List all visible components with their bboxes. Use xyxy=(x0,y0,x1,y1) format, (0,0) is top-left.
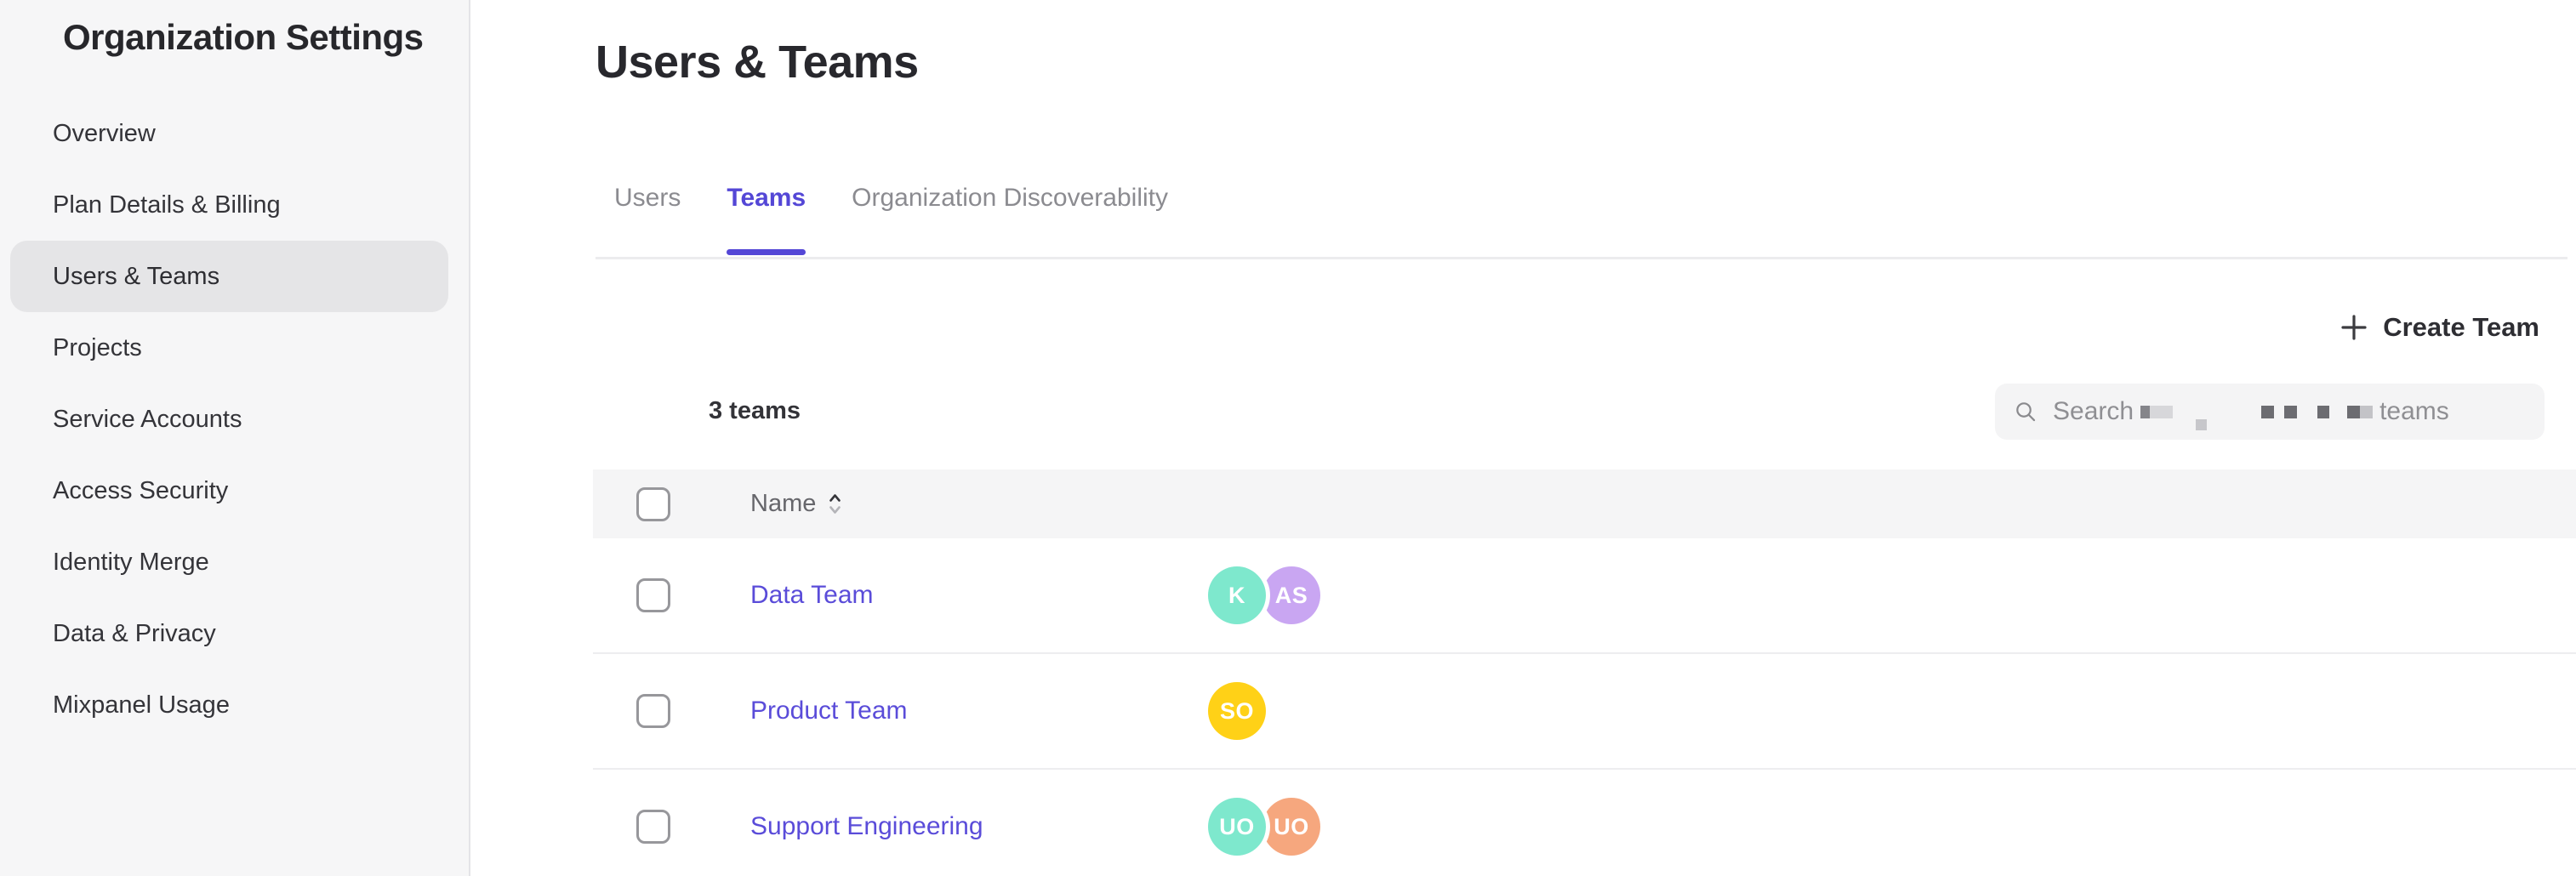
sort-icon xyxy=(829,494,841,514)
team-name-link[interactable]: Support Engineering xyxy=(750,812,983,840)
search-placeholder-prefix: Search xyxy=(2053,397,2134,425)
column-header-name-label: Name xyxy=(750,490,817,517)
plus-icon xyxy=(2341,315,2367,340)
table-row: Product Team SO xyxy=(593,654,2576,770)
redacted-block xyxy=(2347,405,2361,418)
avatar-stack: K AS xyxy=(1208,566,1327,624)
team-name-link[interactable]: Product Team xyxy=(750,697,908,725)
sidebar-item-label: Service Accounts xyxy=(53,405,242,433)
tab-bar: Users Teams Organization Discoverability xyxy=(614,184,1168,255)
redacted-block xyxy=(2360,405,2374,418)
redacted-block xyxy=(2150,405,2174,418)
redacted-block xyxy=(2140,405,2151,418)
row-checkbox[interactable] xyxy=(636,810,670,844)
teams-table-body: Data Team K AS Product Team SO Support En… xyxy=(593,538,2576,876)
tab-label: Teams xyxy=(727,184,806,212)
row-checkbox[interactable] xyxy=(636,578,670,612)
create-team-label: Create Team xyxy=(2383,312,2539,342)
avatar: UO xyxy=(1262,798,1320,856)
sidebar-item[interactable]: Plan Details & Billing xyxy=(0,169,467,241)
sidebar-item-label: Plan Details & Billing xyxy=(53,191,281,219)
sidebar-title: Organization Settings xyxy=(63,17,424,57)
sidebar-item-label: Mixpanel Usage xyxy=(53,691,230,719)
active-tab-underline xyxy=(727,249,806,255)
team-search-input[interactable]: Search teams xyxy=(1995,384,2545,440)
sidebar-item[interactable]: Access Security xyxy=(0,455,467,526)
sidebar-item-label: Identity Merge xyxy=(53,548,209,576)
sidebar-item-label: Access Security xyxy=(53,476,229,504)
sidebar-item-label: Data & Privacy xyxy=(53,619,216,647)
redacted-block xyxy=(2317,405,2330,418)
tab-active[interactable]: Teams xyxy=(727,184,806,255)
tab-label: Organization Discoverability xyxy=(852,184,1168,212)
sidebar-item-label: Projects xyxy=(53,333,142,361)
avatar: K xyxy=(1208,566,1266,624)
avatar: AS xyxy=(1262,566,1320,624)
tab[interactable]: Users xyxy=(614,184,681,255)
team-name-link[interactable]: Data Team xyxy=(750,581,874,609)
sidebar-item[interactable]: Mixpanel Usage xyxy=(0,669,467,741)
sidebar-item[interactable]: Data & Privacy xyxy=(0,598,467,669)
row-checkbox[interactable] xyxy=(636,694,670,728)
page-title: Users & Teams xyxy=(596,37,919,88)
create-team-button[interactable]: Create Team xyxy=(2339,306,2539,349)
select-all-checkbox[interactable] xyxy=(636,486,670,521)
tab-bar-divider xyxy=(596,257,2567,259)
avatar-stack: SO xyxy=(1208,682,1327,740)
sidebar: Organization Settings Overview Plan Deta… xyxy=(0,0,470,876)
sidebar-item[interactable]: Overview xyxy=(0,98,467,169)
table-header-row: Name xyxy=(593,469,2576,538)
redacted-blocks xyxy=(2134,405,2374,430)
redacted-block xyxy=(2196,418,2208,430)
table-row: Support Engineering UO UO xyxy=(593,770,2576,876)
redacted-block xyxy=(2261,405,2275,418)
sidebar-nav: Overview Plan Details & Billing Users & … xyxy=(0,98,467,741)
sidebar-item[interactable]: Service Accounts xyxy=(0,384,467,455)
search-placeholder: Search teams xyxy=(2053,397,2449,430)
avatar: UO xyxy=(1208,798,1266,856)
team-count: 3 teams xyxy=(709,397,801,424)
search-placeholder-suffix: teams xyxy=(2379,397,2449,425)
table-row: Data Team K AS xyxy=(593,538,2576,654)
search-icon xyxy=(2016,402,2036,422)
tab-label: Users xyxy=(614,184,681,212)
avatar: SO xyxy=(1208,682,1266,740)
sidebar-item[interactable]: Projects xyxy=(0,312,467,384)
sidebar-item-label: Overview xyxy=(53,119,156,147)
redacted-block xyxy=(2284,405,2298,418)
sidebar-item-selected[interactable]: Users & Teams xyxy=(10,241,448,312)
sidebar-item-label: Users & Teams xyxy=(53,262,220,290)
avatar-stack: UO UO xyxy=(1208,798,1327,856)
tab[interactable]: Organization Discoverability xyxy=(852,184,1168,255)
column-header-name[interactable]: Name xyxy=(750,490,842,518)
sidebar-item[interactable]: Identity Merge xyxy=(0,526,467,598)
